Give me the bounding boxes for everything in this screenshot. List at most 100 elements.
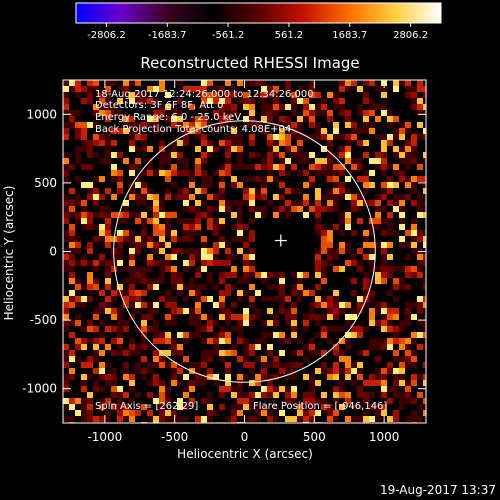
- image-pixel: [339, 218, 345, 224]
- image-pixel: [291, 398, 297, 404]
- image-pixel: [63, 320, 69, 326]
- image-pixel: [147, 284, 153, 290]
- image-pixel: [201, 326, 207, 332]
- image-pixel: [231, 122, 237, 128]
- image-pixel: [183, 236, 189, 242]
- image-pixel: [369, 182, 375, 188]
- image-pixel: [339, 368, 345, 374]
- image-pixel: [291, 386, 297, 392]
- image-pixel: [201, 338, 207, 344]
- image-pixel: [279, 284, 285, 290]
- image-pixel: [135, 122, 141, 128]
- image-pixel: [195, 254, 201, 260]
- image-pixel: [105, 152, 111, 158]
- image-pixel: [345, 344, 351, 350]
- image-pixel: [387, 242, 393, 248]
- image-pixel: [375, 410, 381, 416]
- image-pixel: [141, 194, 147, 200]
- image-pixel: [231, 92, 237, 98]
- image-pixel: [93, 344, 99, 350]
- image-pixel: [225, 338, 231, 344]
- image-pixel: [267, 176, 273, 182]
- image-pixel: [333, 266, 339, 272]
- image-pixel: [261, 206, 267, 212]
- image-pixel: [345, 416, 351, 422]
- image-pixel: [189, 182, 195, 188]
- image-pixel: [87, 164, 93, 170]
- image-pixel: [339, 350, 345, 356]
- image-pixel: [213, 410, 219, 416]
- image-pixel: [123, 404, 129, 410]
- image-pixel: [375, 416, 381, 422]
- image-pixel: [279, 194, 285, 200]
- image-pixel: [249, 152, 255, 158]
- image-pixel: [417, 374, 423, 380]
- image-pixel: [171, 104, 177, 110]
- image-pixel: [333, 200, 339, 206]
- image-pixel: [63, 398, 69, 404]
- image-pixel: [177, 158, 183, 164]
- image-pixel: [243, 344, 249, 350]
- image-pixel: [105, 206, 111, 212]
- image-pixel: [159, 152, 165, 158]
- image-pixel: [285, 374, 291, 380]
- image-pixel: [189, 104, 195, 110]
- image-pixel: [405, 302, 411, 308]
- image-pixel: [393, 332, 399, 338]
- image-pixel: [411, 200, 417, 206]
- image-pixel: [411, 236, 417, 242]
- image-pixel: [423, 176, 426, 182]
- image-pixel: [243, 278, 249, 284]
- image-pixel: [87, 80, 93, 86]
- image-pixel: [129, 416, 135, 422]
- image-pixel: [297, 158, 303, 164]
- image-pixel: [117, 332, 123, 338]
- image-pixel: [183, 386, 189, 392]
- image-pixel: [417, 122, 423, 128]
- image-pixel: [381, 242, 387, 248]
- image-pixel: [75, 296, 81, 302]
- image-pixel: [105, 128, 111, 134]
- image-pixel: [171, 374, 177, 380]
- image-pixel: [111, 308, 117, 314]
- image-pixel: [309, 104, 315, 110]
- image-pixel: [363, 110, 369, 116]
- image-pixel: [345, 392, 351, 398]
- image-pixel: [195, 326, 201, 332]
- image-pixel: [75, 218, 81, 224]
- image-pixel: [135, 92, 141, 98]
- image-pixel: [261, 374, 267, 380]
- image-pixel: [357, 350, 363, 356]
- image-pixel: [111, 176, 117, 182]
- image-pixel: [267, 146, 273, 152]
- image-pixel: [147, 314, 153, 320]
- image-pixel: [213, 230, 219, 236]
- image-pixel: [147, 326, 153, 332]
- image-pixel: [195, 212, 201, 218]
- image-pixel: [387, 110, 393, 116]
- image-pixel: [291, 350, 297, 356]
- image-pixel: [129, 236, 135, 242]
- image-pixel: [333, 248, 339, 254]
- image-pixel: [195, 290, 201, 296]
- image-pixel: [279, 350, 285, 356]
- image-pixel: [327, 146, 333, 152]
- image-pixel: [249, 416, 255, 422]
- image-pixel: [411, 188, 417, 194]
- image-pixel: [363, 176, 369, 182]
- image-pixel: [141, 236, 147, 242]
- image-pixel: [333, 152, 339, 158]
- image-pixel: [105, 326, 111, 332]
- image-pixel: [183, 296, 189, 302]
- image-pixel: [81, 128, 87, 134]
- image-pixel: [249, 398, 255, 404]
- image-pixel: [363, 140, 369, 146]
- image-pixel: [243, 290, 249, 296]
- image-pixel: [87, 188, 93, 194]
- image-pixel: [309, 416, 315, 422]
- image-pixel: [237, 146, 243, 152]
- image-pixel: [207, 152, 213, 158]
- image-pixel: [393, 164, 399, 170]
- image-pixel: [405, 128, 411, 134]
- image-pixel: [405, 80, 411, 86]
